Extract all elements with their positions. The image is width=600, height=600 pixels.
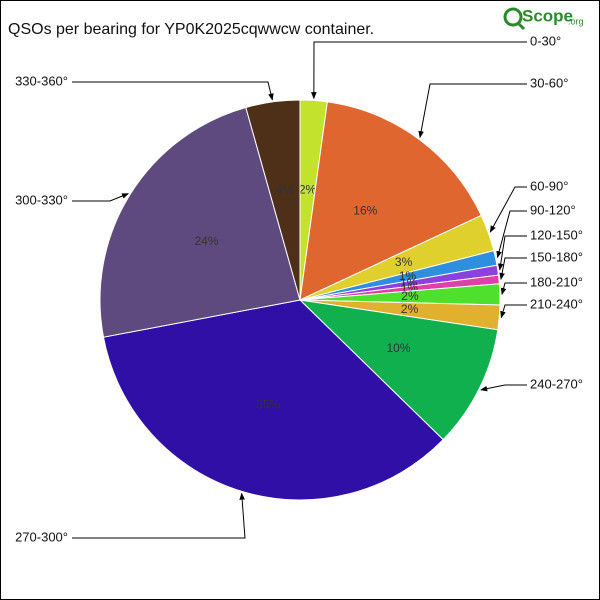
slice-percent: 24% [194,234,218,248]
leader-line [499,257,527,280]
slice-label: 60-90° [530,178,568,193]
slice-label: 270-300° [15,529,68,544]
pie-slice [299,101,482,301]
logo: Scope .org [503,6,584,31]
leader-line [72,492,246,539]
leader-line [500,304,527,319]
leader-line [496,210,527,259]
slice-percent: 2% [299,182,317,196]
logo-suffix: .org [568,16,584,26]
leader-line [72,193,129,202]
leader-line [497,235,527,271]
slice-label: 120-150° [530,227,583,242]
slice-label: 330-360° [15,73,68,88]
leader-line [480,384,527,392]
slice-percent: 35% [256,397,280,411]
slice-label: 90-120° [530,202,576,217]
leader-line [489,186,527,233]
pie-slice [298,299,499,441]
chart-title: QSOs per bearing for YP0K2025cqwwcw cont… [8,21,374,38]
slice-percent: 1% [399,269,417,283]
logo-text: Scope [522,6,573,25]
slice-label: 150-180° [530,249,583,264]
pie-slice [245,99,301,301]
slice-percent: 3% [395,255,413,269]
slice-percent: 2% [401,289,419,303]
leader-line [311,41,527,100]
pie-slice [102,299,444,501]
pie-slice [99,106,301,338]
slice-percent: 2% [401,302,419,316]
slice-label: 0-30° [530,33,561,48]
slice-label: 180-210° [530,274,583,289]
slice-percent: 4% [276,183,294,197]
leader-line [418,83,527,139]
slice-label: 210-240° [530,296,583,311]
leader-line [500,282,527,296]
leader-line [72,81,274,101]
slice-percent: 10% [386,341,410,355]
slice-label: 300-330° [15,192,68,207]
slice-label: 240-270° [530,376,583,391]
logo-icon-handle [516,21,526,31]
slice-label: 30-60° [530,75,568,90]
logo-icon [503,7,523,27]
slice-percent: 16% [353,204,377,218]
